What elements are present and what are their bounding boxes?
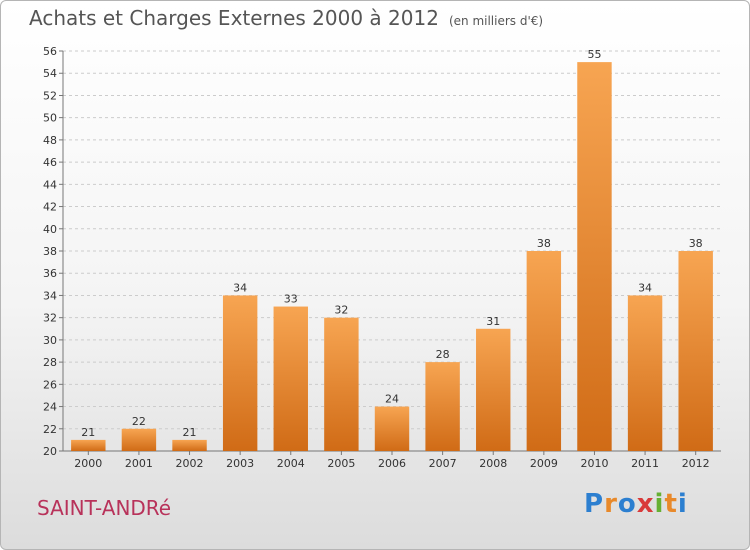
y-tick-label: 32 — [43, 312, 57, 325]
x-tick-label: 2012 — [682, 457, 710, 470]
y-tick-label: 28 — [43, 356, 57, 369]
bar — [324, 317, 359, 451]
y-tick-label: 34 — [43, 289, 57, 302]
x-tick-label: 2005 — [327, 457, 355, 470]
y-tick-label: 36 — [43, 267, 57, 280]
x-tick-label: 2011 — [631, 457, 659, 470]
y-tick-label: 42 — [43, 201, 57, 214]
bar-value-label: 55 — [587, 48, 601, 61]
y-tick-label: 40 — [43, 223, 57, 236]
x-tick-label: 2010 — [580, 457, 608, 470]
bar-value-label: 34 — [233, 281, 247, 294]
bar-value-label: 22 — [132, 415, 146, 428]
y-tick-label: 30 — [43, 334, 57, 347]
bar — [627, 295, 663, 451]
y-tick-label: 56 — [43, 45, 57, 58]
x-tick-label: 2001 — [125, 457, 153, 470]
logo-letter: x — [636, 489, 655, 519]
x-tick-label: 2000 — [74, 457, 102, 470]
bar — [273, 306, 308, 451]
y-tick-label: 46 — [43, 156, 57, 169]
bar-value-label: 31 — [486, 315, 500, 328]
bar — [476, 328, 511, 451]
x-tick-label: 2009 — [530, 457, 558, 470]
y-tick-label: 48 — [43, 134, 57, 147]
y-tick-label: 20 — [43, 445, 57, 458]
y-tick-label: 26 — [43, 378, 57, 391]
logo-letter: r — [604, 489, 618, 519]
logo-letter: i — [654, 489, 665, 519]
proxiti-logo[interactable]: Proxiti — [584, 489, 688, 519]
logo-letter: i — [677, 489, 688, 519]
x-tick-label: 2006 — [378, 457, 406, 470]
logo-letter: P — [584, 489, 605, 519]
bar-value-label: 21 — [183, 426, 197, 439]
bar-value-label: 33 — [284, 293, 298, 306]
x-tick-label: 2002 — [176, 457, 204, 470]
y-tick-label: 52 — [43, 89, 57, 102]
bar-value-label: 32 — [334, 304, 348, 317]
y-tick-label: 44 — [43, 178, 57, 191]
bar — [71, 439, 106, 451]
bar — [374, 406, 410, 451]
bar-value-label: 38 — [537, 237, 551, 250]
commune-name: SAINT-ANDRé — [37, 496, 172, 520]
chart-title: Achats et Charges Externes 2000 à 2012 (e… — [29, 6, 544, 30]
bar-value-label: 34 — [638, 281, 652, 294]
bar-value-label: 24 — [385, 393, 399, 406]
y-tick-label: 24 — [43, 401, 57, 414]
x-tick-label: 2004 — [277, 457, 305, 470]
y-tick-label: 54 — [43, 67, 57, 80]
logo-letter: o — [617, 489, 637, 519]
y-tick-label: 50 — [43, 112, 57, 125]
bar-value-label: 38 — [689, 237, 703, 250]
chart-subtitle: (en milliers d'€) — [448, 14, 544, 28]
bar — [425, 362, 460, 451]
bar — [121, 428, 157, 451]
bar — [577, 62, 612, 451]
x-tick-label: 2007 — [429, 457, 457, 470]
y-tick-label: 38 — [43, 245, 57, 258]
x-tick-label: 2008 — [479, 457, 507, 470]
bar — [222, 295, 258, 451]
bar — [172, 439, 207, 451]
bar — [526, 251, 562, 451]
bar — [678, 251, 713, 451]
bar-value-label: 28 — [436, 348, 450, 361]
logo-letter: t — [664, 489, 678, 519]
x-tick-label: 2003 — [226, 457, 254, 470]
y-tick-label: 22 — [43, 423, 57, 436]
bar-value-label: 21 — [81, 426, 95, 439]
